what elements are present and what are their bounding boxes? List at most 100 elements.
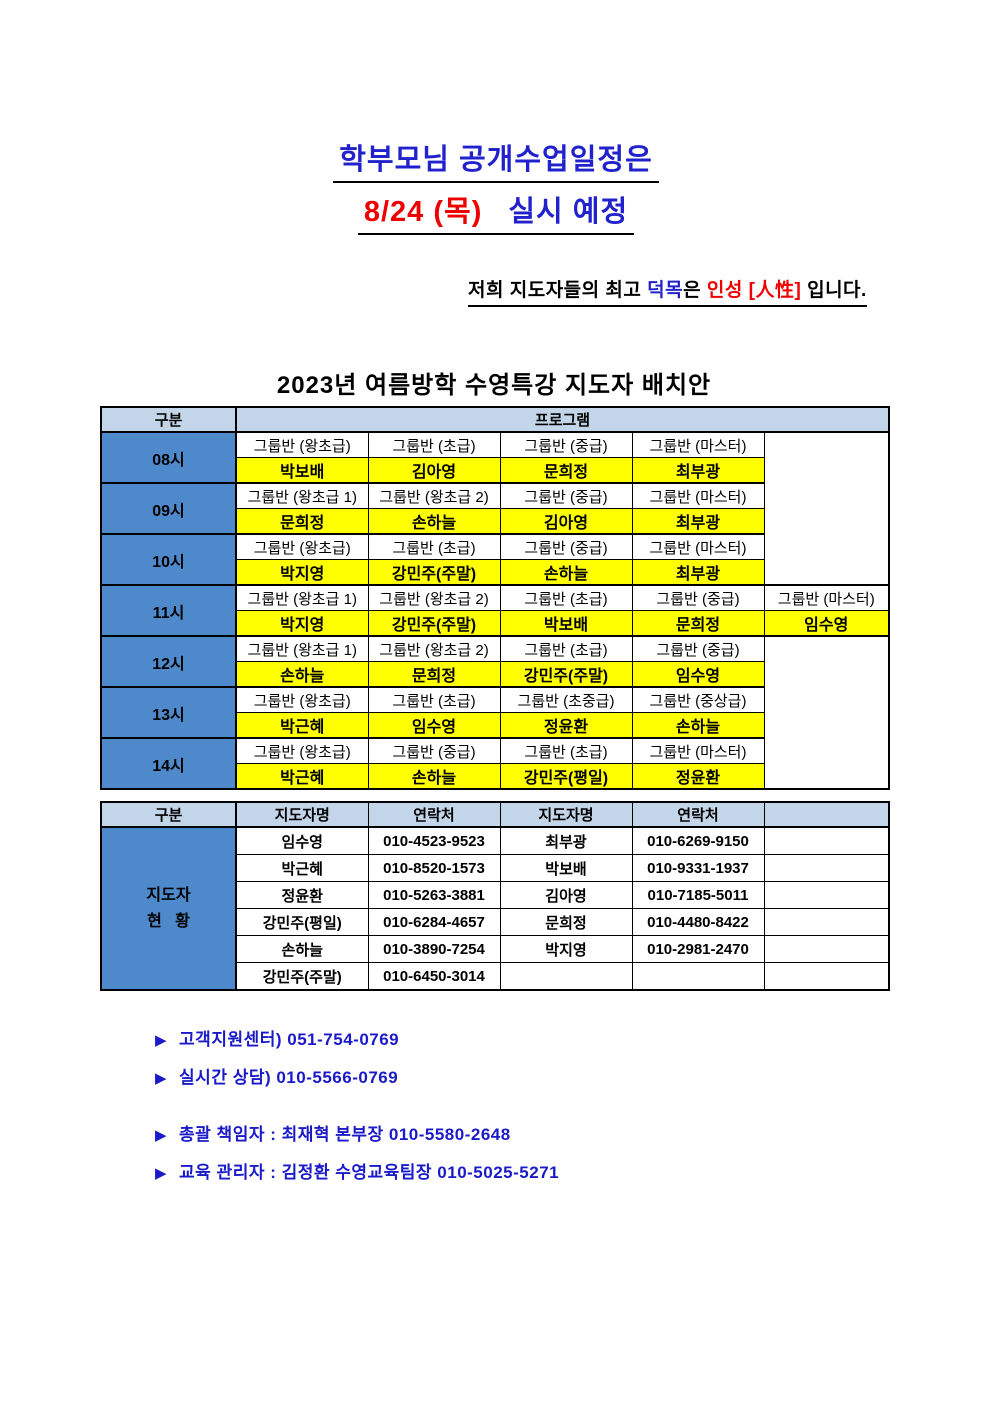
teacher-cell: 문희정 xyxy=(631,610,765,637)
class-cell: 그룹반 (중급) xyxy=(631,635,765,662)
note-line: ▶ 총괄 책임자 : 최재혁 본부장 010-5580-2648 xyxy=(155,1120,992,1145)
note-line: ▶ 고객지원센터) 051-754-0769 xyxy=(155,1025,992,1050)
phone-number-cell: 010-2981-2470 xyxy=(631,935,765,963)
title-block: 학부모님 공개수업일정은 8/24 (목) 실시 예정 xyxy=(0,0,992,235)
empty-cell xyxy=(763,881,890,909)
subtitle-part: 은 xyxy=(683,280,707,301)
class-cell: 그룹반 (중급) xyxy=(499,533,633,560)
note-text: 고객지원센터) 051-754-0769 xyxy=(179,1030,400,1049)
class-cell: 그룹반 (왕초급) xyxy=(235,533,369,560)
empty-merged-cell xyxy=(763,635,890,790)
schedule-header-row: 구분 프로그램 xyxy=(100,406,890,433)
subtitle-part: 저희 지도자들의 최고 xyxy=(468,280,648,301)
teacher-cell: 강민주(주말) xyxy=(367,610,501,637)
time-cell: 11시 xyxy=(100,584,237,637)
teacher-cell: 박지영 xyxy=(235,559,369,586)
class-cell: 그룹반 (초급) xyxy=(499,635,633,662)
schedule-teacher-row: 박근혜 손하늘 강민주(평일) 정윤환 xyxy=(101,763,889,790)
subtitle-part: 인성 xyxy=(706,280,743,301)
instructor-name-cell: 강민주(평일) xyxy=(235,908,369,936)
class-cell: 그룹반 (중급) xyxy=(631,584,765,611)
class-cell: 그룹반 (초중급) xyxy=(499,686,633,713)
class-cell: 그룹반 (왕초급 1) xyxy=(235,635,369,662)
instructor-name-cell: 김아영 xyxy=(499,881,633,909)
subtitle-wrap: 저희 지도자들의 최고 덕목은 인성 [人性] 입니다. xyxy=(468,275,992,307)
teacher-cell: 손하늘 xyxy=(367,763,501,790)
triangle-bullet-icon: ▶ xyxy=(155,1165,168,1182)
teacher-cell: 임수영 xyxy=(367,712,501,739)
title-date: 8/24 (목) xyxy=(363,196,483,228)
contact-header-name2: 지도자명 xyxy=(499,801,633,828)
time-cell: 12시 xyxy=(100,635,237,688)
schedule-teacher-row: 문희정 손하늘 김아영 최부광 xyxy=(101,508,889,535)
teacher-cell: 손하늘 xyxy=(499,559,633,586)
instructor-name-cell xyxy=(499,962,633,991)
class-cell: 그룹반 (중급) xyxy=(499,482,633,509)
note-line: ▶ 실시간 상담) 010-5566-0769 xyxy=(155,1063,992,1088)
class-cell: 그룹반 (초급) xyxy=(367,431,501,458)
instructor-name-cell: 손하늘 xyxy=(235,935,369,963)
empty-cell xyxy=(763,908,890,936)
teacher-cell: 최부광 xyxy=(631,559,765,586)
phone-number-cell: 010-4480-8422 xyxy=(631,908,765,936)
teacher-cell: 임수영 xyxy=(763,610,890,637)
teacher-cell: 강민주(평일) xyxy=(499,763,633,790)
class-cell: 그룹반 (왕초급 1) xyxy=(235,584,369,611)
contact-row: 정윤환 010-5263-3881 김아영 010-7185-5011 xyxy=(101,881,890,909)
contact-table: 구분 지도자명 연락처 지도자명 연락처 지도자 현 황 임수영 010-4523-9… xyxy=(100,801,890,991)
schedule-class-row: 11시 그룹반 (왕초급 1) 그룹반 (왕초급 2) 그룹반 (초급) 그룹반 (중급… xyxy=(100,584,890,637)
teacher-cell: 최부광 xyxy=(631,508,765,535)
contact-header-row: 구분 지도자명 연락처 지도자명 연락처 xyxy=(100,801,890,828)
contact-row: 손하늘 010-3890-7254 박지영 010-2981-2470 xyxy=(101,935,890,963)
teacher-cell: 박근혜 xyxy=(235,763,369,790)
table-title: 2023년 여름방학 수영특강 지도자 배치안 xyxy=(276,372,712,399)
instructor-name-cell: 박보배 xyxy=(499,854,633,882)
schedule-class-row: 09시 그룹반 (왕초급 1) 그룹반 (왕초급 2) 그룹반 (중급) 그룹반 (마스… xyxy=(100,482,889,535)
class-cell: 그룹반 (왕초급 1) xyxy=(235,482,369,509)
empty-cell xyxy=(763,962,890,991)
class-cell: 그룹반 (초급) xyxy=(499,584,633,611)
class-cell: 그룹반 (중상급) xyxy=(631,686,765,713)
phone-number-cell: 010-8520-1573 xyxy=(367,854,501,882)
teacher-cell: 박보배 xyxy=(235,457,369,484)
phone-number-cell: 010-3890-7254 xyxy=(367,935,501,963)
triangle-bullet-icon: ▶ xyxy=(155,1070,168,1087)
row-label-line2: 현 황 xyxy=(147,912,190,930)
schedule-table: 구분 프로그램 08시 그룹반 (왕초급) 그룹반 (초급) 그룹반 (중급) 그룹반 … xyxy=(100,406,891,790)
time-cell: 13시 xyxy=(100,686,237,739)
subtitle: 저희 지도자들의 최고 덕목은 인성 [人性] 입니다. xyxy=(468,275,867,307)
phone-number-cell: 010-9331-1937 xyxy=(631,854,765,882)
triangle-bullet-icon: ▶ xyxy=(155,1127,168,1144)
schedule-teacher-row: 박지영 강민주(주말) 손하늘 최부광 xyxy=(101,559,889,586)
class-cell: 그룹반 (왕초급) xyxy=(235,737,369,764)
instructor-name-cell: 박근혜 xyxy=(235,854,369,882)
class-cell: 그룹반 (왕초급 2) xyxy=(367,482,501,509)
instructor-name-cell: 문희정 xyxy=(499,908,633,936)
teacher-cell: 박지영 xyxy=(235,610,369,637)
row-label-line1: 지도자 xyxy=(146,886,191,904)
time-cell: 09시 xyxy=(100,482,237,535)
schedule-header-program: 프로그램 xyxy=(235,406,890,433)
schedule-class-row: 12시 그룹반 (왕초급 1) 그룹반 (왕초급 2) 그룹반 (초급) 그룹반 (중급… xyxy=(100,635,890,790)
class-cell: 그룹반 (초급) xyxy=(367,686,501,713)
subtitle-part: 덕목 xyxy=(647,280,684,301)
teacher-cell: 박보배 xyxy=(499,610,633,637)
title-plan: 실시 예정 xyxy=(508,196,629,228)
schedule-teacher-row: 박근혜 임수영 정윤환 손하늘 xyxy=(101,712,889,739)
contact-header-phone1: 연락처 xyxy=(367,801,501,828)
teacher-cell: 손하늘 xyxy=(631,712,765,739)
phone-number-cell: 010-5263-3881 xyxy=(367,881,501,909)
empty-cell xyxy=(763,854,890,882)
instructor-name-cell: 최부광 xyxy=(499,826,633,855)
schedule-class-row: 10시 그룹반 (왕초급) 그룹반 (초급) 그룹반 (중급) 그룹반 (마스터) xyxy=(100,533,889,586)
note-line: ▶ 교육 관리자 : 김정환 수영교육팀장 010-5025-5271 xyxy=(155,1158,992,1183)
schedule-class-row: 13시 그룹반 (왕초급) 그룹반 (초급) 그룹반 (초중급) 그룹반 (중상급) xyxy=(100,686,889,739)
contact-row: 박근혜 010-8520-1573 박보배 010-9331-1937 xyxy=(101,854,890,882)
class-cell: 그룹반 (마스터) xyxy=(631,431,765,458)
schedule-teacher-row: 손하늘 문희정 강민주(주말) 임수영 xyxy=(101,661,889,688)
class-cell: 그룹반 (초급) xyxy=(499,737,633,764)
schedule-class-row: 08시 그룹반 (왕초급) 그룹반 (초급) 그룹반 (중급) 그룹반 (마스터) xyxy=(100,431,890,586)
note-text: 실시간 상담) 010-5566-0769 xyxy=(179,1068,399,1087)
teacher-cell: 임수영 xyxy=(631,661,765,688)
time-cell: 14시 xyxy=(100,737,237,790)
